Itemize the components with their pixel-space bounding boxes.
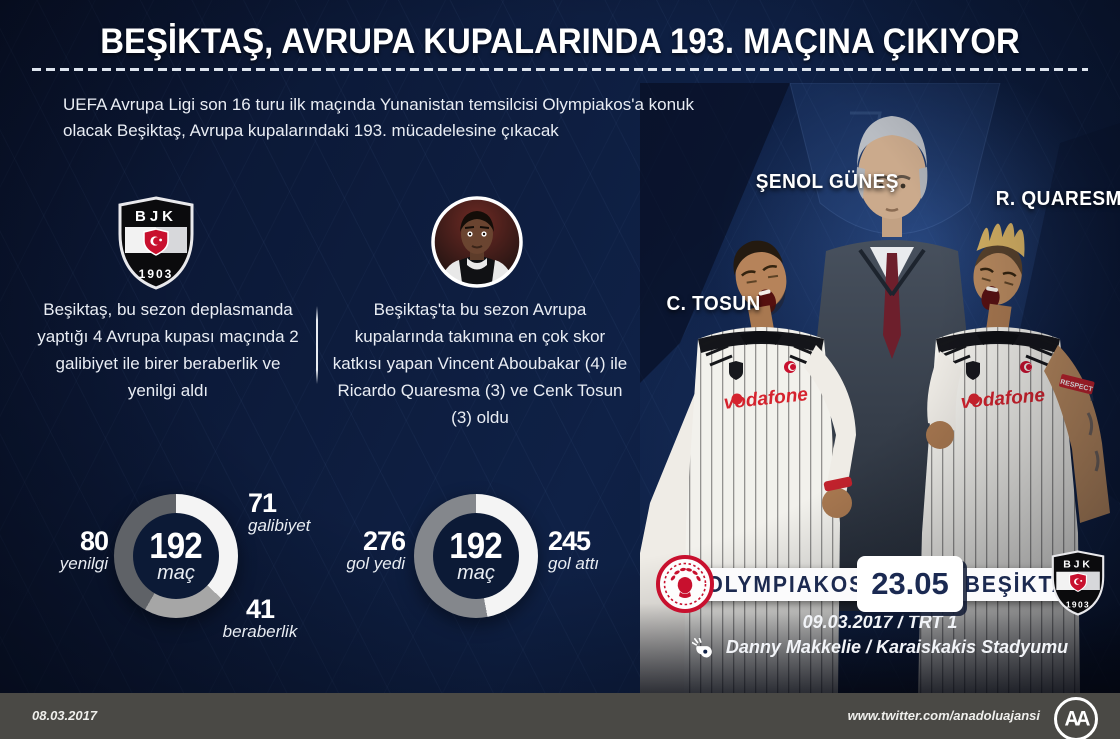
twitter-url: www.twitter.com/anadoluajansi <box>847 708 1040 723</box>
away-record-text: Beşiktaş, bu sezon deplasmanda yaptığı 4… <box>37 300 299 400</box>
goals-conceded-value: 276 <box>362 526 406 556</box>
dashed-separator <box>32 68 1088 71</box>
goals-scored-label: 245 gol attı <box>548 528 648 574</box>
bjk-crest-small <box>1051 550 1105 616</box>
kickoff-time: 23.05 <box>871 566 949 601</box>
publish-date: 08.03.2017 <box>32 708 98 723</box>
anadolu-agency-logo: AA <box>1054 697 1098 739</box>
aboubakar-photo <box>431 196 523 288</box>
olympiakos-logo <box>656 555 714 613</box>
player-left-name-label: C. TOSUN <box>666 293 761 315</box>
footer-bar: 08.03.2017 www.twitter.com/anadoluajansi… <box>0 693 1120 739</box>
subtitle-text: UEFA Avrupa Ligi son 16 turu ilk maçında… <box>63 95 695 140</box>
kickoff-time-box: 23.05 <box>857 556 963 612</box>
goals-scored-value: 245 <box>548 526 591 556</box>
goals-donut-chart: 192 maç <box>414 494 538 618</box>
goals-conceded-text: gol yedi <box>346 554 405 573</box>
player-right-name-label: R. QUARESMA <box>995 188 1120 210</box>
losses-label: 80 yenilgi <box>18 526 109 574</box>
top-scorers-text: Beşiktaş'ta bu sezon Avrupa kupalarında … <box>332 300 628 427</box>
draws-value: 41 <box>245 594 275 624</box>
aa-logo-text: AA <box>1064 706 1091 731</box>
goals-conceded-label: 276 gol yedi <box>315 526 406 574</box>
bjk-crest-large <box>116 196 196 290</box>
results-total: 192 <box>149 525 203 566</box>
losses-text: yenilgi <box>59 554 108 573</box>
column-divider <box>316 306 318 384</box>
goals-scored-text: gol attı <box>548 554 600 573</box>
wins-value: 71 <box>248 488 277 518</box>
referee-venue: Danny Makkelie / Karaiskakis Stadyumu <box>640 637 1120 658</box>
coach-name-label: ŞENOL GÜNEŞ <box>755 171 899 193</box>
page-title: BEŞİKTAŞ, AVRUPA KUPALARINDA 193. MAÇINA… <box>100 22 1020 61</box>
home-team-name: OLYMPIAKOS <box>706 571 866 597</box>
match-date-channel: 09.03.2017 / TRT 1 <box>802 612 958 632</box>
losses-value: 80 <box>79 526 109 556</box>
referee-venue-text: Danny Makkelie / Karaiskakis Stadyumu <box>725 637 1069 657</box>
results-total-label: maç <box>157 562 195 584</box>
draws-label: 41 beraberlik <box>200 596 320 642</box>
whistle-icon <box>691 637 712 658</box>
goals-total-label: maç <box>457 562 495 584</box>
draws-text: beraberlik <box>222 622 298 641</box>
goals-total: 192 <box>449 525 503 566</box>
